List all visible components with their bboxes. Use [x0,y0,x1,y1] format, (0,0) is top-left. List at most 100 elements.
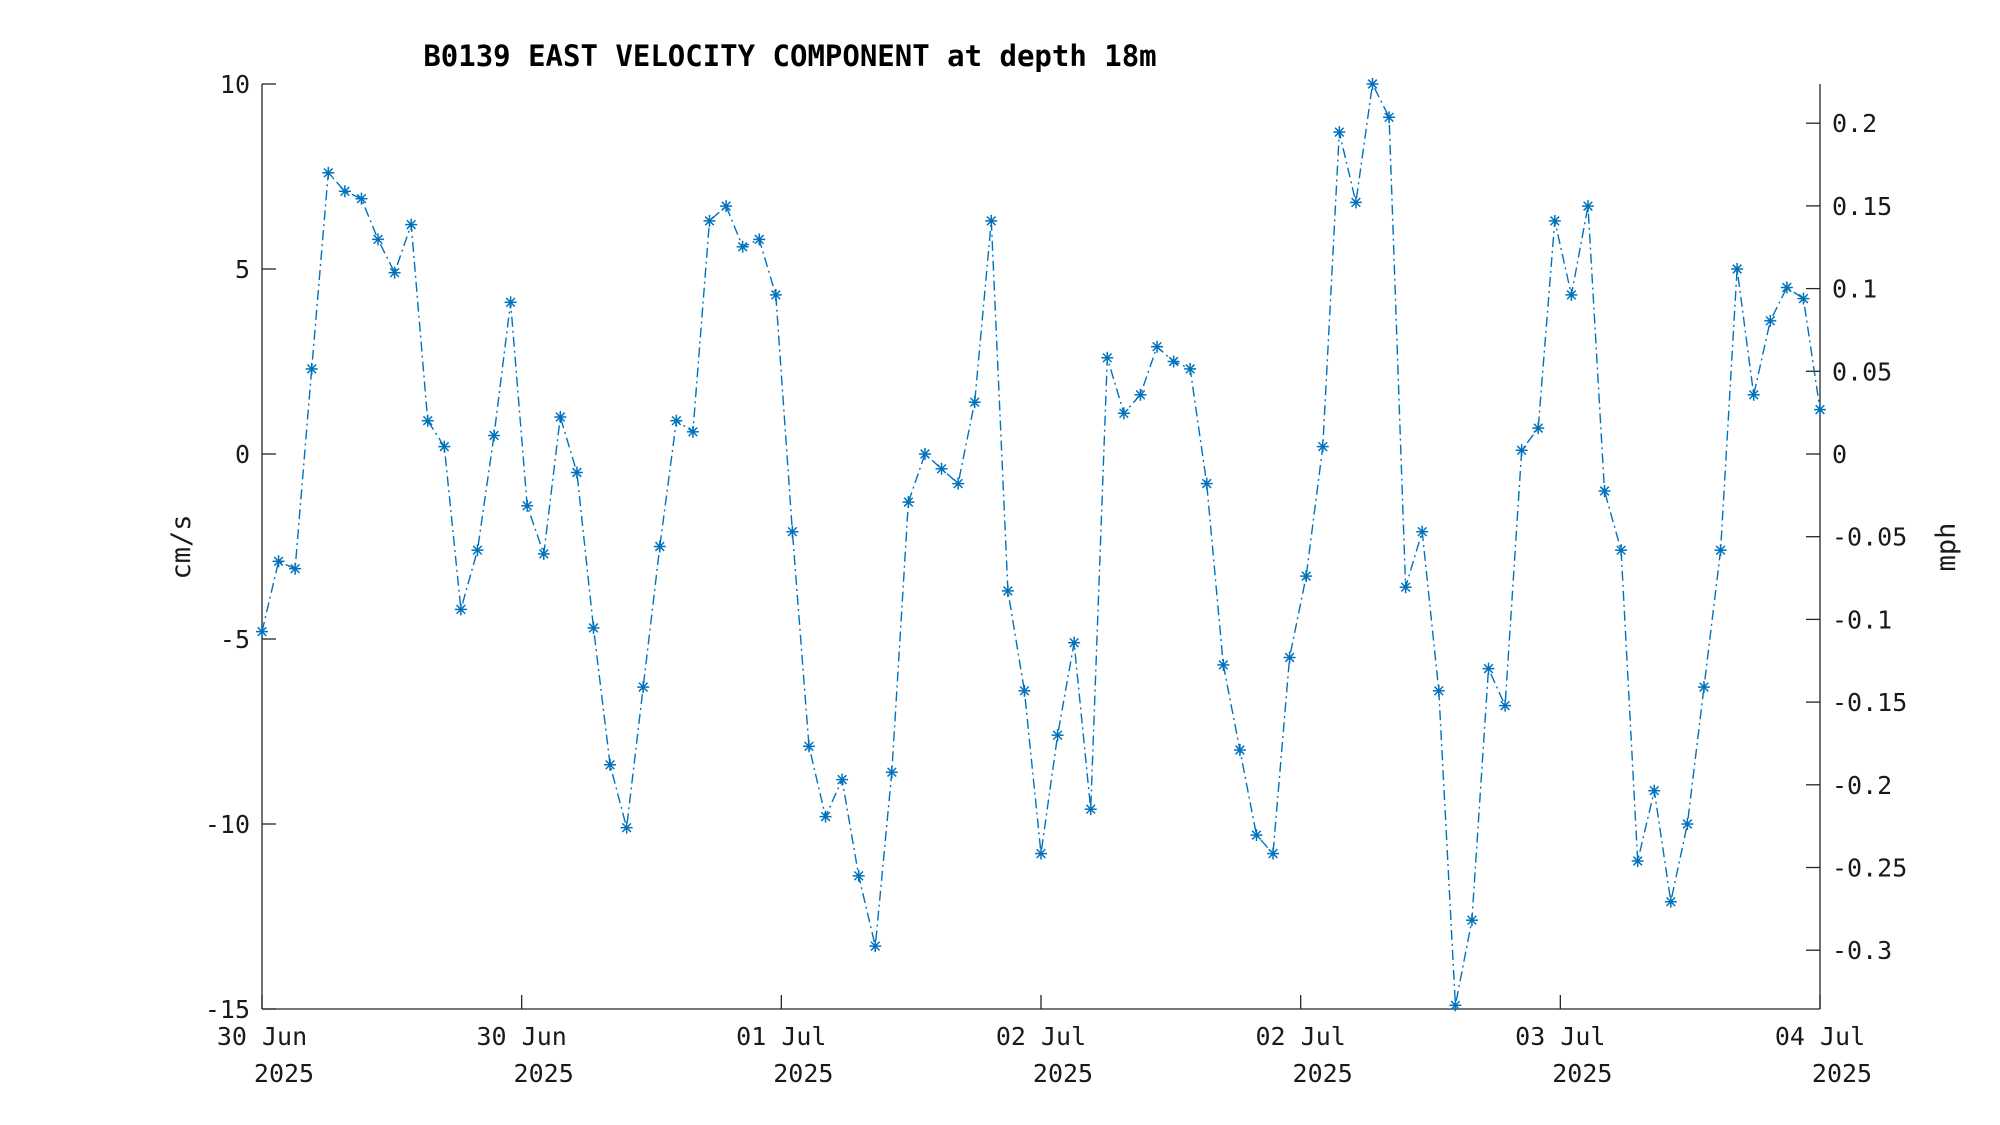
data-point [1764,314,1777,327]
x-tick-label: 01 Jul [736,1022,826,1051]
data-point [1416,525,1429,538]
series-line [261,81,1821,1006]
data-point [885,766,898,779]
data-point [1780,281,1793,294]
data-point [836,773,849,786]
y-axis-label-right: mph [1931,523,1962,572]
data-point [1814,403,1826,416]
x-tick-year-label: 2025 [254,1059,314,1088]
data-point [1217,658,1230,671]
data-point [1316,440,1329,453]
x-tick-year-label: 2025 [1552,1059,1612,1088]
data-point [1250,829,1263,842]
data-point [819,810,832,823]
data-point [852,869,865,882]
data-point [1482,662,1495,675]
data-point [802,740,815,753]
right-tick-label: 0.15 [1832,192,1892,221]
right-tick-label: 0.05 [1832,357,1892,386]
data-point [372,233,385,246]
data-point [1333,126,1346,139]
data-point [1200,477,1213,490]
data-point [338,185,351,198]
data-point [1233,744,1246,756]
data-point [1035,847,1047,860]
data-point [1267,847,1280,860]
data-point [1001,584,1014,597]
data-point [902,496,915,509]
data-point [272,555,285,568]
data-point [1631,855,1644,867]
data-point [521,499,534,512]
data-point [637,681,650,694]
right-tick-label: 0 [1832,440,1847,469]
data-point [1399,581,1412,594]
right-tick-label: -0.15 [1832,688,1907,717]
data-point [653,540,666,553]
data-point [537,547,550,560]
data-point [1051,729,1064,742]
data-point [570,466,583,479]
data-point [1797,292,1810,305]
data-point [1515,444,1528,457]
data-point [1581,200,1594,213]
data-point [488,429,501,442]
right-tick-label: 0.2 [1832,109,1877,138]
left-tick-label: -5 [220,625,250,654]
right-tick-label: -0.3 [1832,936,1892,965]
x-tick-year-label: 2025 [1812,1059,1872,1088]
chart-title: B0139 EAST VELOCITY COMPONENT at depth 1… [423,39,1156,73]
x-tick-label: 03 Jul [1515,1022,1605,1051]
data-point [454,603,467,616]
data-point [1598,485,1611,497]
series-markers [256,78,1826,1012]
right-tick-label: 0.1 [1832,275,1877,304]
data-point [620,821,633,834]
data-point [968,396,981,409]
data-point [1565,288,1578,301]
data-point [753,233,766,246]
data-point [1349,196,1362,209]
data-point [918,448,931,460]
data-point [471,544,484,557]
x-tick-label: 02 Jul [1256,1022,1346,1051]
data-point [256,625,268,638]
data-point [1101,351,1114,364]
data-point [1664,895,1677,908]
data-point [769,288,782,301]
data-point [1018,684,1031,697]
data-point [1366,78,1379,90]
data-point [438,440,451,453]
data-point [289,562,302,575]
data-point [421,414,434,427]
data-point [736,240,749,253]
data-point [935,462,948,475]
x-tick-year-label: 2025 [1033,1059,1093,1088]
x-axis-ticks: 30 Jun 2025 30 Jun 2025 01 Jul 2025 02 Jul 2025… [217,995,1872,1088]
x-tick-label: 30 Jun [217,1022,307,1051]
data-point [1432,684,1445,697]
x-tick-year-label: 2025 [514,1059,574,1088]
data-point [1697,681,1710,694]
x-tick-label: 04 Jul [1775,1022,1865,1051]
data-point [952,477,965,490]
left-tick-label: 0 [235,440,250,469]
data-point [869,940,882,953]
data-point [504,296,517,309]
left-tick-label: 10 [220,70,250,99]
left-y-axis-ticks: 10 5 0 -5 -10 -15 [205,70,276,1024]
data-point [1300,570,1313,583]
data-point [985,214,998,227]
right-tick-label: -0.05 [1832,523,1907,552]
right-tick-label: -0.1 [1832,605,1892,634]
data-point [703,214,716,227]
data-point [1383,111,1396,124]
data-point [1532,422,1545,435]
data-point [388,266,401,279]
data-point [1283,651,1296,664]
plot-frame [262,84,1820,1009]
data-point [670,414,683,427]
data-point [587,621,600,634]
data-point [1714,544,1727,557]
